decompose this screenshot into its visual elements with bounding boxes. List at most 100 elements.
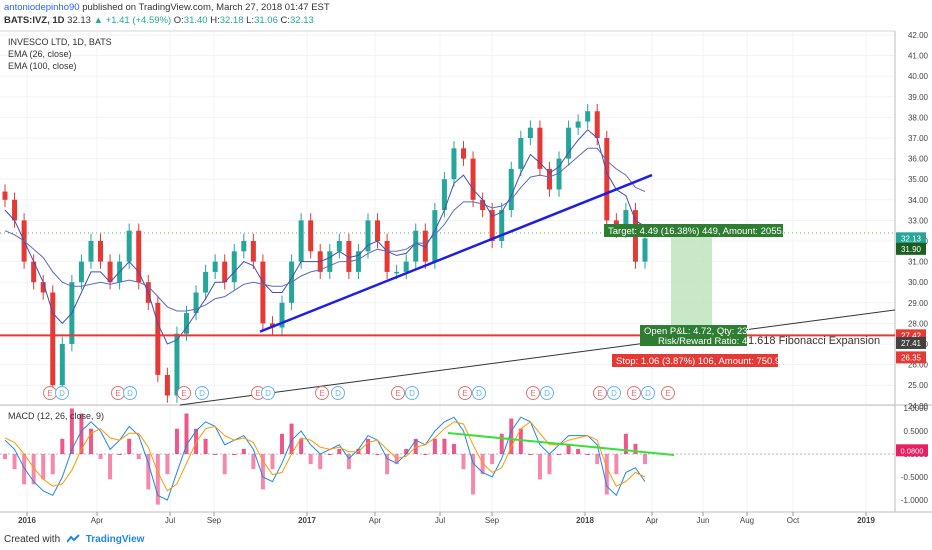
candle-body <box>480 199 486 211</box>
earnings-marker <box>661 386 675 400</box>
price-tick: 24.00 <box>908 402 929 411</box>
candle-body <box>432 210 438 262</box>
candle-body <box>413 230 419 262</box>
high-label: H: <box>210 15 220 26</box>
dividend-marker <box>55 386 69 400</box>
candle-body <box>336 241 342 252</box>
macd-tick: 1.0000 <box>904 404 929 413</box>
macd-histogram-bar <box>155 454 160 505</box>
macd-histogram-bar <box>499 433 504 454</box>
candle-body <box>623 210 629 231</box>
time-tick: 2017 <box>298 516 316 525</box>
price-tick: 36.00 <box>908 155 929 164</box>
macd-histogram-bar <box>404 448 409 454</box>
candle-body <box>88 241 94 262</box>
macd-histogram-bar <box>643 454 647 465</box>
symbol-label: BATS:IVZ, 1D <box>4 15 65 26</box>
macd-histogram-bar <box>88 428 93 454</box>
macd-histogram-bar <box>241 448 246 454</box>
open-label: O: <box>173 15 184 26</box>
macd-histogram-bar <box>79 413 84 454</box>
event-marker-label: E <box>665 389 670 398</box>
candle-body <box>537 127 543 169</box>
time-tick: Sep <box>485 516 500 525</box>
macd-histogram-bar <box>547 454 552 475</box>
price-tick: 33.00 <box>908 216 929 225</box>
event-marker-label: E <box>530 389 535 398</box>
macd-badge-label: 0.0800 <box>901 446 924 455</box>
macd-histogram-bar <box>260 454 265 490</box>
stop-label: Stop: 1.06 (3.87%) 106, Amount: 750.9 <box>616 356 780 367</box>
price-badge-label: 27.41 <box>901 339 922 348</box>
macd-histogram-bar <box>203 438 208 454</box>
macd-histogram-bar <box>146 454 151 490</box>
macd-histogram-bar <box>289 423 294 454</box>
candle-body <box>231 251 237 283</box>
price-tick: 30.00 <box>908 278 929 287</box>
time-tick: Aug <box>740 516 754 525</box>
candle-body <box>556 158 562 190</box>
candle-body <box>508 168 514 211</box>
candle-body <box>260 261 266 324</box>
candle-body <box>546 168 552 190</box>
event-marker-label: D <box>199 389 205 398</box>
candle-body <box>279 302 285 328</box>
ema-line-26 <box>4 129 646 345</box>
dividend-marker <box>331 386 345 400</box>
author-link[interactable]: antoniodepinho90 <box>4 2 80 13</box>
event-marker-label: D <box>476 389 482 398</box>
macd-tick: -1.0000 <box>901 496 929 505</box>
event-marker-label: D <box>127 389 133 398</box>
candle-body <box>375 220 381 241</box>
candle-body <box>518 138 524 169</box>
price-tick: 26.00 <box>908 361 929 370</box>
candle-body <box>126 230 132 262</box>
macd-histogram-bar <box>633 443 638 454</box>
price-tick: 42.00 <box>908 31 929 40</box>
macd-histogram-bar <box>461 454 466 470</box>
macd-histogram-bar <box>451 443 456 454</box>
macd-histogram-bar <box>50 454 55 475</box>
time-tick: Jul <box>435 516 445 525</box>
macd-tick: 0.5000 <box>904 427 929 436</box>
candle-body <box>566 127 572 159</box>
candle-body <box>164 374 170 396</box>
candle-body <box>327 251 333 272</box>
legend-ema26: EMA (26, close) <box>8 49 72 59</box>
created-with-text: Created with <box>4 534 61 545</box>
dividend-marker <box>261 386 275 400</box>
candle-body <box>241 241 247 252</box>
target-box <box>604 224 783 237</box>
price-tick: 40.00 <box>908 72 929 81</box>
macd-histogram-bar <box>537 454 542 480</box>
macd-histogram-bar <box>576 448 581 454</box>
price-tick: 25.00 <box>908 381 929 390</box>
macd-histogram-bar <box>12 454 17 470</box>
tradingview-brand[interactable]: TradingView <box>85 534 145 545</box>
macd-histogram-bar <box>31 454 36 485</box>
candle-body <box>470 158 476 200</box>
candle-body <box>31 261 37 283</box>
macd-histogram-bar <box>232 454 237 455</box>
event-marker-label: D <box>59 389 65 398</box>
macd-badge <box>896 444 928 457</box>
macd-histogram-bar <box>194 428 199 454</box>
price-chart[interactable]: Target: 4.49 (16.38%) 449, Amount: 2055.… <box>0 0 932 530</box>
candle-body <box>193 292 199 314</box>
event-marker-label: D <box>645 389 651 398</box>
price-tick: 28.00 <box>908 319 929 328</box>
chart-header: antoniodepinho90 published on TradingVie… <box>0 0 932 30</box>
price-tick: 37.00 <box>908 134 929 143</box>
macd-histogram-bar <box>69 408 74 454</box>
macd-histogram-bar <box>98 454 103 460</box>
candle-body <box>489 210 495 241</box>
price-tick: 29.00 <box>908 299 929 308</box>
time-tick: Apr <box>91 516 104 525</box>
macd-histogram-bar <box>346 454 351 470</box>
candle-body <box>183 313 189 334</box>
price-tick: 39.00 <box>908 93 929 102</box>
tradingview-logo-icon <box>66 534 80 543</box>
candle-body <box>594 111 600 138</box>
candle-body <box>40 282 46 293</box>
macd-histogram-bar <box>614 454 619 475</box>
